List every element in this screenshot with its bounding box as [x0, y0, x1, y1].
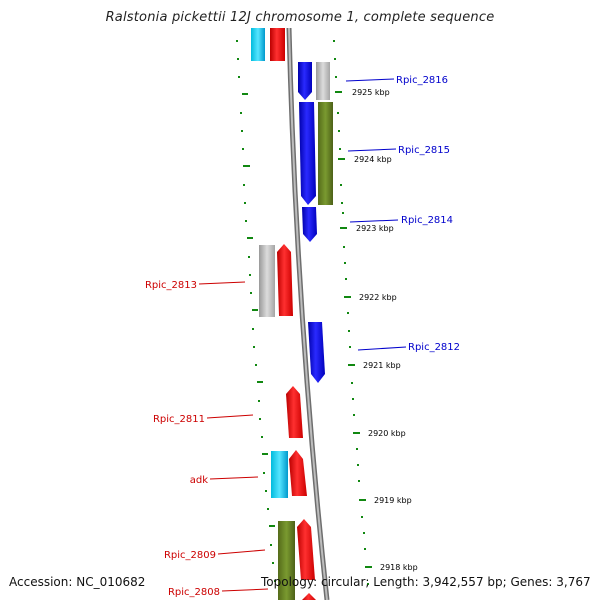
gene-rpic-2816[interactable] — [298, 62, 312, 100]
scale-label-2922: 2922 kbp — [359, 293, 397, 302]
olive-feature-2815[interactable] — [318, 102, 333, 205]
gene-rpic-2811[interactable] — [286, 386, 303, 438]
gray-feature-2813[interactable] — [259, 245, 275, 317]
scale-label-2918: 2918 kbp — [380, 563, 418, 572]
label-rpic-2816[interactable]: Rpic_2816 — [396, 75, 448, 86]
label-adk[interactable]: adk — [190, 475, 208, 486]
accession-text: Accession: NC_010682 — [9, 575, 146, 589]
cyan-feature-top[interactable] — [251, 28, 265, 61]
inner-tick-track — [236, 40, 276, 582]
forward-label-leaders — [345, 78, 407, 351]
label-rpic-2814[interactable]: Rpic_2814 — [401, 215, 453, 226]
gene-rpic-2809[interactable] — [297, 519, 315, 580]
cyan-feature-adk[interactable] — [271, 451, 288, 498]
scale-label-2920: 2920 kbp — [368, 429, 406, 438]
label-rpic-2811[interactable]: Rpic_2811 — [153, 414, 205, 425]
map-title: Ralstonia pickettii 12J chromosome 1, co… — [105, 10, 495, 25]
gene-rpic-2815[interactable] — [299, 102, 316, 205]
scale-label-2924: 2924 kbp — [354, 155, 392, 164]
olive-feature-2809[interactable] — [278, 521, 295, 600]
label-rpic-2809[interactable]: Rpic_2809 — [164, 550, 216, 561]
gene-rpic-2813[interactable] — [277, 244, 293, 316]
major-ticks — [335, 91, 372, 568]
scale-label-2921: 2921 kbp — [363, 361, 401, 370]
scale-label-2919: 2919 kbp — [374, 496, 412, 505]
genome-stats-text: Topology: circular; Length: 3,942,557 bp… — [261, 575, 591, 589]
gene-rpic-2814[interactable] — [302, 207, 317, 242]
scale-label-2925: 2925 kbp — [352, 88, 390, 97]
outer-tick-track — [333, 40, 369, 585]
label-rpic-2813[interactable]: Rpic_2813 — [145, 280, 197, 291]
gene-rpic-2808-fragment[interactable] — [302, 593, 316, 600]
label-rpic-2812[interactable]: Rpic_2812 — [408, 342, 460, 353]
reverse-label-leaders — [198, 281, 269, 592]
label-rpic-2808[interactable]: Rpic_2808 — [168, 587, 220, 598]
gene-adk[interactable] — [289, 450, 307, 496]
label-rpic-2815[interactable]: Rpic_2815 — [398, 145, 450, 156]
red-feature-top[interactable] — [270, 28, 285, 61]
scale-label-2923: 2923 kbp — [356, 224, 394, 233]
gray-feature-2816[interactable] — [316, 62, 330, 100]
gene-rpic-2812[interactable] — [308, 322, 325, 383]
